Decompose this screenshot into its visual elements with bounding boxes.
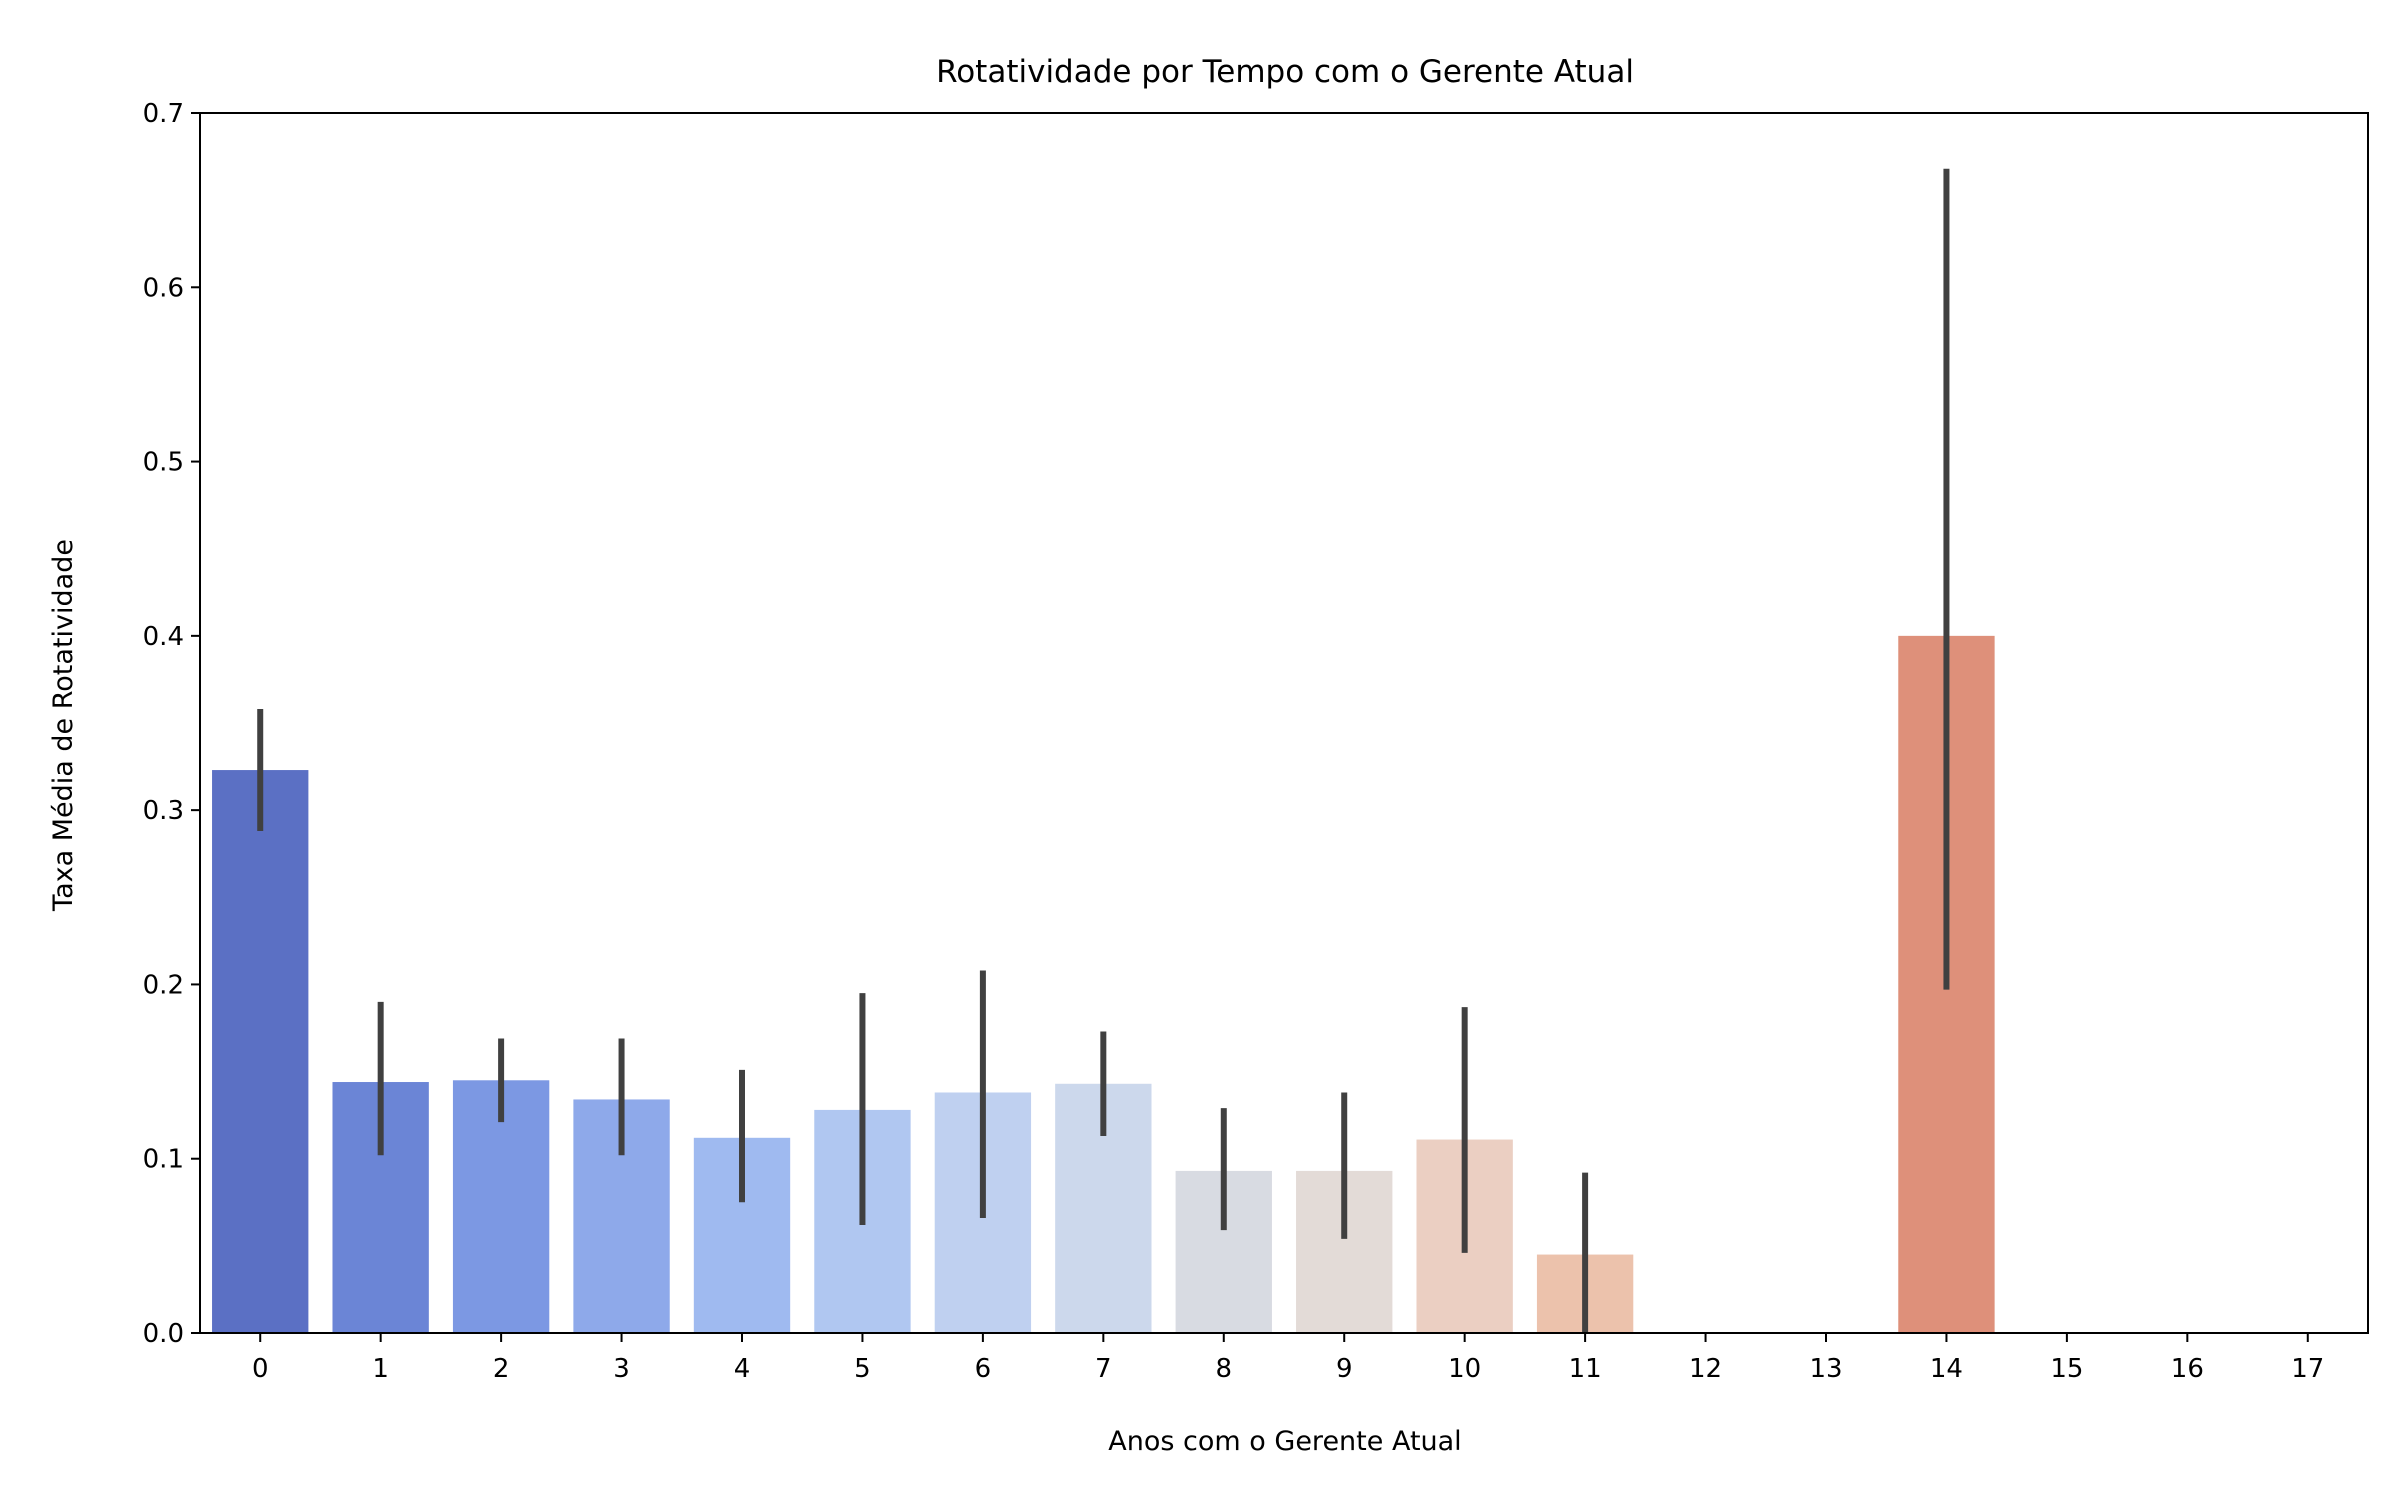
x-tick-label: 14 <box>1930 1354 1963 1384</box>
y-tick-label: 0.2 <box>143 970 184 1000</box>
x-tick-label: 2 <box>493 1354 510 1384</box>
y-tick-label: 0.6 <box>143 273 184 303</box>
y-tick-label: 0.3 <box>143 796 184 826</box>
bar-2 <box>452 1080 550 1333</box>
x-tick-label: 10 <box>1448 1354 1481 1384</box>
x-tick-label: 13 <box>1809 1354 1842 1384</box>
x-tick-label: 11 <box>1569 1354 1602 1384</box>
y-tick-label: 0.0 <box>143 1319 184 1349</box>
x-tick-label: 3 <box>613 1354 630 1384</box>
y-axis-label: Taxa Média de Rotatividade <box>48 539 79 912</box>
x-tick-label: 7 <box>1095 1354 1112 1384</box>
x-tick-label: 5 <box>854 1354 871 1384</box>
axes-frame <box>199 112 2369 1334</box>
y-tick-label: 0.4 <box>143 622 184 652</box>
y-tick-label: 0.1 <box>143 1145 184 1175</box>
y-tick-label: 0.5 <box>143 448 184 478</box>
x-tick-label: 9 <box>1336 1354 1353 1384</box>
y-tick-label: 0.7 <box>143 99 184 129</box>
ticks-group: 0.00.10.20.30.40.50.60.70 1 2 3 4 5 6 7 8 9 10 11 12… <box>143 99 2325 1384</box>
x-axis-label: Anos com o Gerente Atual <box>1108 1426 1461 1457</box>
error-bars-group <box>257 168 1950 1333</box>
bars-group <box>212 635 1995 1333</box>
bar-0 <box>212 770 309 1333</box>
x-tick-label: 16 <box>2171 1354 2204 1384</box>
x-tick-label: 0 <box>252 1354 269 1384</box>
chart-title: Rotatividade por Tempo com o Gerente Atu… <box>936 54 1634 90</box>
x-tick-label: 6 <box>975 1354 992 1384</box>
x-tick-label: 1 <box>372 1354 389 1384</box>
x-tick-label: 15 <box>2050 1354 2083 1384</box>
x-tick-label: 4 <box>734 1354 751 1384</box>
x-tick-label: 8 <box>1216 1354 1233 1384</box>
x-tick-label: 12 <box>1689 1354 1722 1384</box>
x-tick-label: 17 <box>2291 1354 2324 1384</box>
axes-group <box>199 112 2369 1334</box>
